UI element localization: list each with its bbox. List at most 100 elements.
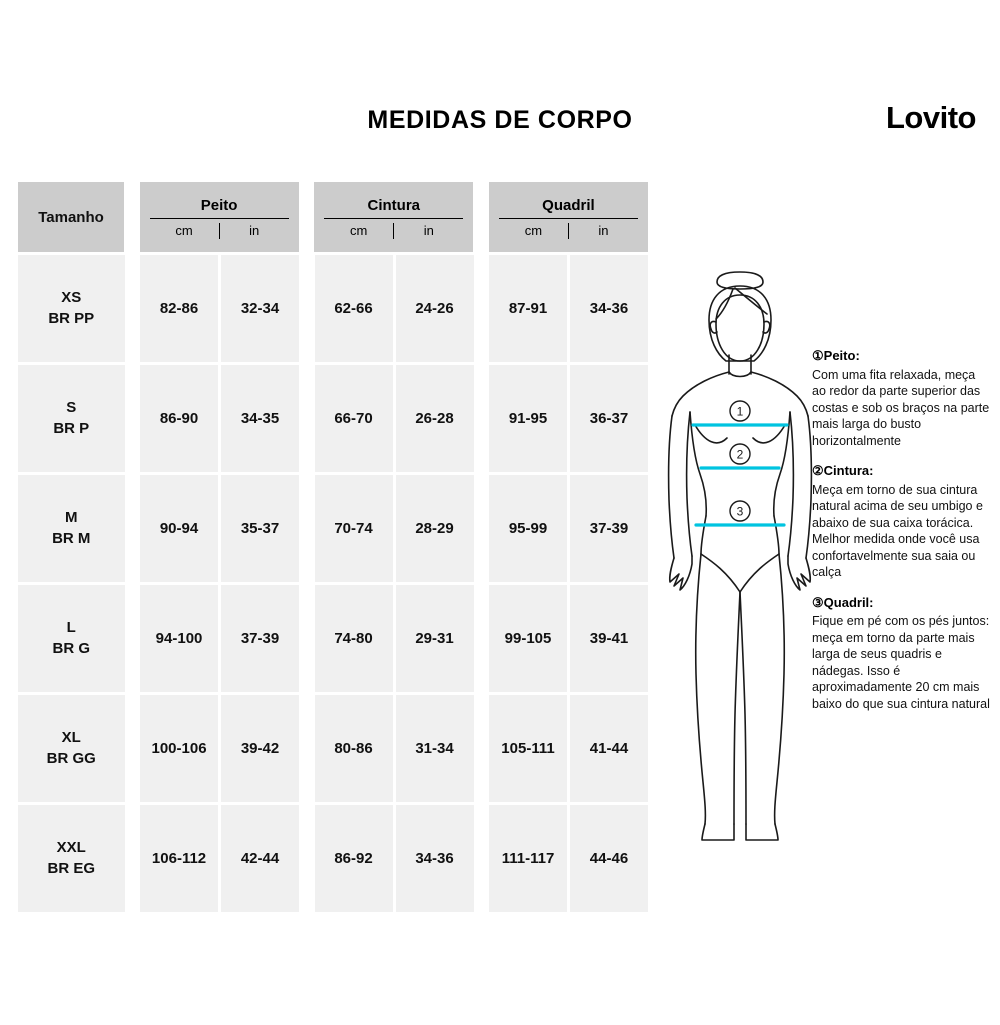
column-spacer xyxy=(128,585,138,692)
hair-bun-icon xyxy=(716,271,764,290)
cell-cintura-cm: 62-66 xyxy=(314,255,393,362)
table-row: S BR P 86-90 34-35 66-70 26-28 91-95 36-… xyxy=(18,365,648,472)
cell-peito-cm: 86-90 xyxy=(140,365,219,472)
instruction-body-cintura: Meça em torno de sua cintura natural aci… xyxy=(812,482,983,580)
table-row: L BR G 94-100 37-39 74-80 29-31 99-105 3… xyxy=(18,585,648,692)
leg-left-outer-icon xyxy=(694,553,707,825)
column-spacer xyxy=(477,475,487,582)
cell-quadril-cm: 105-111 xyxy=(489,695,567,802)
size-label: XL xyxy=(61,729,81,747)
cell-peito-cm: 82-86 xyxy=(140,255,219,362)
column-spacer xyxy=(477,585,487,692)
ear-right-icon xyxy=(762,320,771,334)
cell-peito-in: 39-42 xyxy=(221,695,300,802)
hand-left-icon xyxy=(668,555,693,591)
neck-base-icon xyxy=(728,371,752,378)
cell-size: XS BR PP xyxy=(18,255,125,362)
unit-label-in: in xyxy=(423,223,434,238)
unit-divider xyxy=(218,222,220,239)
table-row: XS BR PP 82-86 32-34 62-66 24-26 87-91 3… xyxy=(18,255,648,362)
size-label-br: BR PP xyxy=(48,309,95,327)
column-header-group-quadril: Quadril cm in xyxy=(488,182,649,252)
unit-label-in: in xyxy=(249,223,260,238)
column-spacer xyxy=(127,182,136,252)
foot-left-icon xyxy=(701,823,735,841)
unit-label-cm: cm xyxy=(175,223,193,238)
unit-label-cm: cm xyxy=(350,223,368,238)
hand-right-icon xyxy=(787,555,812,591)
cell-cintura-in: 26-28 xyxy=(395,365,474,472)
unit-label-cm: cm xyxy=(524,223,543,238)
column-spacer xyxy=(302,182,311,252)
marker-circle-1 xyxy=(729,400,751,422)
instruction-marker-3: ③ xyxy=(812,594,824,610)
cell-peito-in: 32-34 xyxy=(221,255,300,362)
cell-cintura-in: 31-34 xyxy=(395,695,474,802)
size-label: L xyxy=(66,619,76,637)
cell-peito-in: 35-37 xyxy=(221,475,300,582)
face-icon xyxy=(715,294,765,362)
bust-right-icon xyxy=(752,424,786,444)
brief-line-icon xyxy=(700,553,780,593)
instruction-title-cintura: ②Cintura: xyxy=(812,463,992,479)
size-label-br: BR G xyxy=(52,639,91,657)
column-header-group-cintura: Cintura cm in xyxy=(314,182,474,252)
column-spacer xyxy=(477,805,487,912)
cell-quadril-in: 39-41 xyxy=(570,585,648,692)
leg-right-inner-icon xyxy=(739,591,747,825)
shoulder-right-icon xyxy=(750,371,809,417)
size-label: XXL xyxy=(56,839,86,857)
hip-right-icon xyxy=(773,515,780,555)
instruction-marker-2: ② xyxy=(812,463,824,479)
group-rule xyxy=(498,217,639,219)
group-units-quadril: cm in xyxy=(499,219,638,239)
cell-peito-cm: 90-94 xyxy=(140,475,219,582)
size-chart-table: Tamanho Peito cm in Cintura cm in Quadri… xyxy=(18,182,649,915)
group-rule xyxy=(149,217,289,219)
page-title: MEDIDAS DE CORPO xyxy=(367,106,633,134)
instruction-heading-1: Peito: xyxy=(823,348,860,363)
cell-quadril-in: 36-37 xyxy=(570,365,648,472)
column-header-size: Tamanho xyxy=(18,182,125,252)
group-label-quadril: Quadril xyxy=(542,196,595,214)
torso-right-icon xyxy=(772,411,791,517)
column-spacer xyxy=(477,255,487,362)
marker-label-1: 1 xyxy=(737,405,744,419)
column-spacer xyxy=(302,475,312,582)
column-spacer xyxy=(477,695,487,802)
cell-cintura-cm: 70-74 xyxy=(314,475,393,582)
arm-right-outer-icon xyxy=(805,415,813,559)
arm-left-inner-icon xyxy=(685,411,693,557)
cell-cintura-in: 28-29 xyxy=(395,475,474,582)
cell-cintura-in: 34-36 xyxy=(395,805,474,912)
column-spacer xyxy=(128,805,138,912)
hair-part-icon xyxy=(715,288,734,320)
column-spacer xyxy=(128,695,138,802)
cell-peito-cm: 106-112 xyxy=(140,805,219,912)
unit-divider xyxy=(567,222,569,239)
table-header-row: Tamanho Peito cm in Cintura cm in Quadri… xyxy=(18,182,649,252)
table-row: XXL BR EG 106-112 42-44 86-92 34-36 111-… xyxy=(18,805,648,912)
column-spacer xyxy=(302,695,312,802)
column-spacer xyxy=(477,365,487,472)
column-spacer xyxy=(302,365,312,472)
size-label-br: BR P xyxy=(53,419,90,437)
leg-left-inner-icon xyxy=(733,591,741,825)
cell-size: XXL BR EG xyxy=(18,805,125,912)
group-label-cintura: Cintura xyxy=(367,196,421,214)
cell-quadril-in: 34-36 xyxy=(570,255,648,362)
body-figure-illustration: 1 2 3 xyxy=(655,262,825,842)
unit-label-in: in xyxy=(598,223,609,238)
group-units-peito: cm in xyxy=(150,219,289,239)
instruction-heading-3: Quadril: xyxy=(823,594,874,610)
bust-left-icon xyxy=(694,424,728,444)
instruction-block-peito: ①Peito: Com uma fita relaxada, meça ao r… xyxy=(812,348,992,449)
cell-cintura-cm: 66-70 xyxy=(314,365,393,472)
cell-quadril-cm: 111-117 xyxy=(489,805,567,912)
cell-quadril-in: 41-44 xyxy=(570,695,648,802)
group-rule xyxy=(324,217,464,219)
instruction-block-quadril: ③Quadril: Fique em pé com os pés juntos:… xyxy=(812,595,992,713)
foot-right-icon xyxy=(745,823,779,841)
table-row: M BR M 90-94 35-37 70-74 28-29 95-99 37-… xyxy=(18,475,648,582)
instruction-block-cintura: ②Cintura: Meça em torno de sua cintura n… xyxy=(812,463,992,581)
